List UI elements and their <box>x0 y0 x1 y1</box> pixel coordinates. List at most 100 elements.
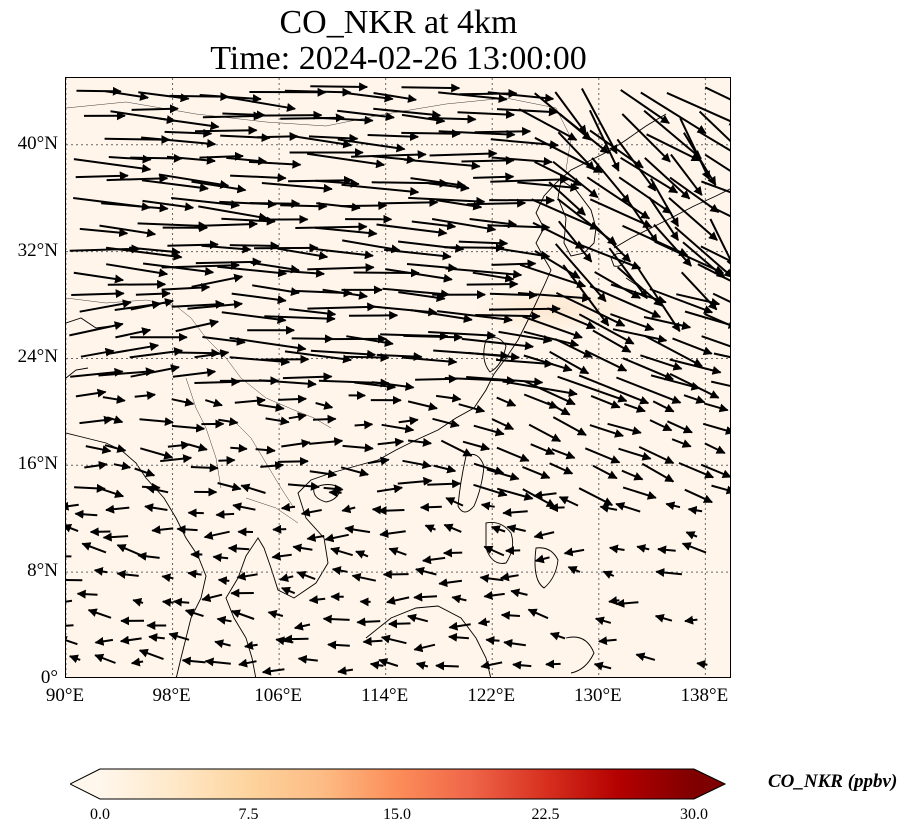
wind-arrow <box>330 546 353 557</box>
wind-arrow <box>622 357 674 381</box>
wind-arrow <box>578 374 650 405</box>
lon-tick-label: 106°E <box>254 685 302 706</box>
wind-arrow <box>407 400 438 411</box>
wind-arrow <box>216 615 232 625</box>
wind-arrow <box>271 551 292 561</box>
wind-arrow <box>229 336 307 353</box>
wind-arrow <box>134 390 156 400</box>
colorbar-under-extension <box>70 769 100 799</box>
wind-arrow <box>670 153 703 196</box>
wind-arrow <box>435 393 462 403</box>
lat-tick-label: 8°N <box>27 560 58 582</box>
wind-arrow <box>218 455 236 465</box>
wind-arrow <box>115 327 152 339</box>
wind-arrow <box>635 652 656 662</box>
wind-arrow <box>652 400 675 413</box>
wind-arrow <box>669 358 722 375</box>
wind-arrow <box>76 589 98 599</box>
wind-arrow <box>458 403 486 414</box>
wind-arrow <box>171 423 206 433</box>
wind-arrow <box>282 372 333 382</box>
wind-arrow <box>607 422 642 436</box>
wind-arrow <box>428 330 497 340</box>
wind-arrow <box>408 196 486 206</box>
wind-arrow <box>258 379 317 389</box>
wind-arrow <box>176 524 198 534</box>
wind-arrow <box>523 380 576 406</box>
wind-arrow <box>480 501 495 511</box>
wind-arrow <box>558 496 579 507</box>
wind-arrow <box>616 138 657 192</box>
wind-arrow <box>106 263 169 278</box>
wind-arrow <box>704 442 726 454</box>
wind-arrow <box>643 316 692 331</box>
wind-arrow <box>264 314 336 324</box>
wind-arrow <box>251 110 323 120</box>
wind-arrow <box>624 195 658 244</box>
wind-arrow <box>138 91 190 103</box>
wind-arrow <box>549 631 566 641</box>
wind-arrow <box>668 197 718 241</box>
wind-arrow <box>410 309 473 323</box>
wind-arrow <box>66 636 78 646</box>
wind-arrow <box>215 509 235 519</box>
wind-arrow <box>342 443 374 453</box>
lat-tick-label: 32°N <box>17 239 58 261</box>
wind-arrow <box>401 113 446 125</box>
wind-arrow <box>377 437 405 447</box>
wind-arrow <box>279 573 294 583</box>
wind-arrow <box>428 114 477 124</box>
wind-arrow <box>503 638 526 648</box>
wind-arrow <box>218 417 239 427</box>
wind-arrow <box>549 462 574 475</box>
wind-arrow <box>512 660 532 670</box>
wind-arrow <box>448 621 471 631</box>
wind-arrow <box>490 525 506 534</box>
wind-arrow <box>410 177 466 190</box>
wind-arrow <box>331 566 348 576</box>
wind-arrow <box>71 289 125 299</box>
wind-arrow <box>599 503 618 513</box>
wind-arrow <box>621 469 644 481</box>
wind-arrow <box>709 218 730 268</box>
wind-arrow <box>79 415 113 425</box>
wind-arrow <box>620 156 679 194</box>
wind-arrow <box>436 310 513 324</box>
wind-arrow <box>474 126 532 136</box>
wind-arrow <box>277 456 309 466</box>
wind-arrow <box>696 659 708 669</box>
wind-arrow <box>458 238 509 248</box>
wind-arrow <box>201 244 252 254</box>
lon-tick-label: 90°E <box>45 685 85 706</box>
wind-arrow <box>343 353 390 363</box>
wind-arrow <box>486 468 520 481</box>
wind-arrow <box>188 443 208 452</box>
wind-arrow <box>461 155 515 165</box>
wind-arrow <box>181 656 206 666</box>
wind-arrow <box>130 657 144 667</box>
wind-arrow <box>704 86 730 101</box>
wind-arrow <box>457 109 515 119</box>
wind-arrow <box>615 502 641 513</box>
wind-arrow <box>80 347 115 358</box>
wind-arrow <box>584 447 621 464</box>
wind-arrow <box>473 172 515 182</box>
wind-arrow <box>314 115 374 125</box>
wind-arrow <box>255 445 276 455</box>
wind-arrow <box>201 593 223 603</box>
wind-arrow <box>278 268 325 278</box>
wind-arrow <box>69 244 141 254</box>
map-subtitle-time: Time: 2024-02-26 13:00:00 <box>210 40 587 77</box>
wind-arrow <box>265 416 290 426</box>
wind-arrow <box>592 222 632 263</box>
wind-arrow <box>466 198 527 208</box>
wind-arrow <box>684 488 713 504</box>
wind-arrow <box>106 173 169 183</box>
wind-arrow <box>252 284 300 297</box>
wind-arrow <box>280 502 296 512</box>
wind-arrow <box>220 95 296 112</box>
wind-arrow <box>683 132 717 186</box>
wind-arrow <box>234 396 266 406</box>
wind-arrow <box>306 152 386 169</box>
wind-arrow <box>615 598 639 608</box>
